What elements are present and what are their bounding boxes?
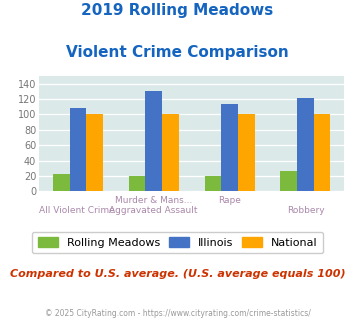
Text: Compared to U.S. average. (U.S. average equals 100): Compared to U.S. average. (U.S. average … xyxy=(10,269,345,279)
Bar xyxy=(53,175,70,191)
Bar xyxy=(221,104,238,191)
Bar xyxy=(280,171,297,191)
Bar xyxy=(146,91,162,191)
Bar xyxy=(204,176,221,191)
Text: © 2025 CityRating.com - https://www.cityrating.com/crime-statistics/: © 2025 CityRating.com - https://www.city… xyxy=(45,309,310,317)
Bar xyxy=(297,98,314,191)
Text: Aggravated Assault: Aggravated Assault xyxy=(109,206,198,215)
Bar xyxy=(129,176,146,191)
Legend: Rolling Meadows, Illinois, National: Rolling Meadows, Illinois, National xyxy=(32,232,323,253)
Bar xyxy=(314,115,331,191)
Bar xyxy=(70,108,86,191)
Text: 2019 Rolling Meadows: 2019 Rolling Meadows xyxy=(81,3,274,18)
Bar xyxy=(162,115,179,191)
Text: Robbery: Robbery xyxy=(288,206,325,215)
Text: Murder & Mans...: Murder & Mans... xyxy=(115,196,192,205)
Bar xyxy=(86,115,103,191)
Text: All Violent Crime: All Violent Crime xyxy=(39,206,115,215)
Text: Violent Crime Comparison: Violent Crime Comparison xyxy=(66,45,289,59)
Text: Rape: Rape xyxy=(218,196,241,205)
Bar xyxy=(238,115,255,191)
